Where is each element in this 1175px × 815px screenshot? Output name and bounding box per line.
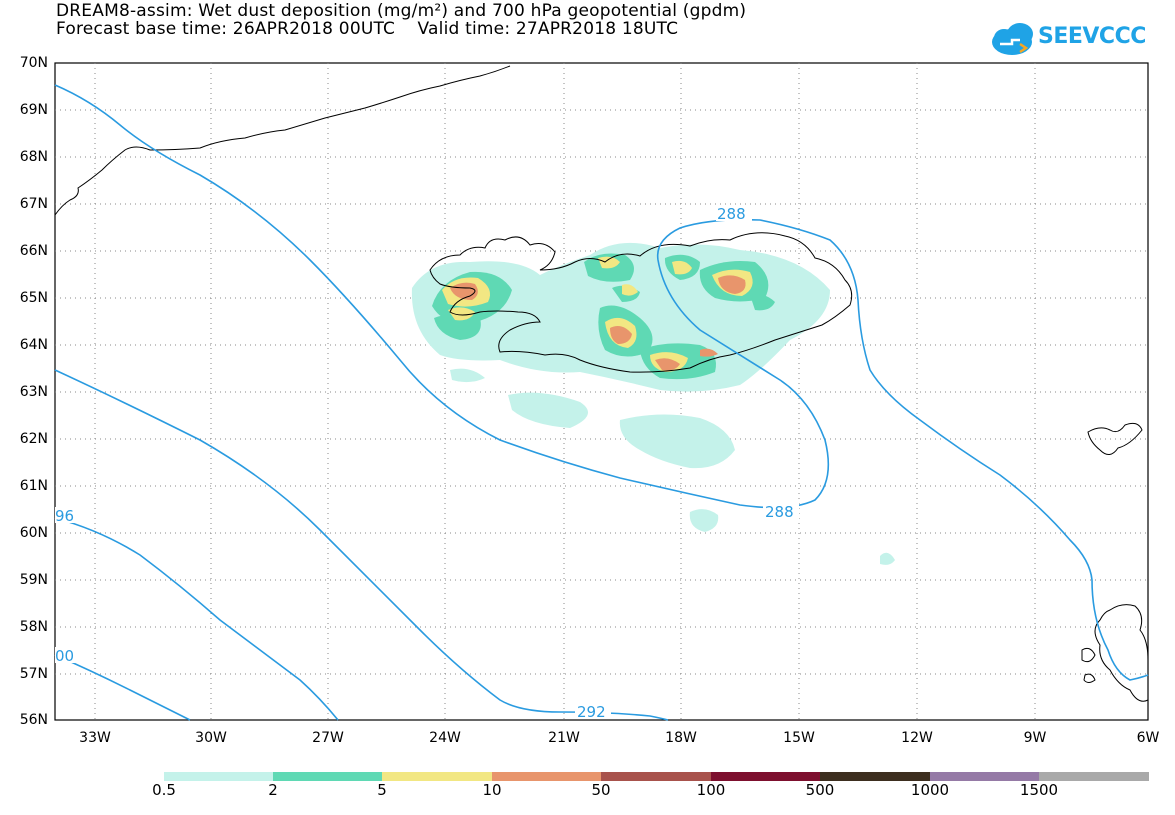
lat-label: 64N	[19, 337, 48, 353]
map-title-line1: DREAM8-assim: Wet dust deposition (mg/m²…	[56, 1, 747, 21]
lat-label: 66N	[19, 243, 48, 259]
lon-label: 33W	[79, 730, 111, 746]
colorbar-swatch	[164, 772, 273, 781]
logo-text: SEEVCCC	[1038, 24, 1146, 49]
colorbar-label: 0.5	[152, 781, 176, 799]
contour-label-288-top: 288	[717, 205, 746, 223]
lat-label: 63N	[19, 384, 48, 400]
colorbar-swatch	[820, 772, 930, 781]
lat-label: 57N	[19, 666, 48, 682]
lon-label: 18W	[665, 730, 697, 746]
geopotential-contours	[54, 84, 1149, 721]
lat-label: 60N	[19, 525, 48, 541]
lon-label: 9W	[1023, 730, 1047, 746]
colorbar-label: 2	[268, 781, 278, 799]
graticule	[55, 63, 1148, 720]
lat-label: 68N	[19, 149, 48, 165]
colorbar-swatch	[492, 772, 601, 781]
lat-label: 67N	[19, 196, 48, 212]
dust-deposition-field	[411, 242, 895, 565]
seevccc-logo	[992, 23, 1033, 55]
colorbar-swatch	[711, 772, 820, 781]
lon-label: 27W	[312, 730, 344, 746]
contour-label-292: 292	[577, 703, 606, 721]
lon-label: 6W	[1136, 730, 1160, 746]
lat-label: 61N	[19, 478, 48, 494]
lat-label: 69N	[19, 102, 48, 118]
colorbar-label: 50	[591, 781, 611, 799]
lon-label: 12W	[901, 730, 933, 746]
lat-label: 65N	[19, 290, 48, 306]
contour-label-296: 96	[55, 507, 75, 525]
lat-label: 62N	[19, 431, 48, 447]
lat-label: 56N	[19, 712, 48, 728]
cloud-icon	[992, 23, 1033, 55]
colorbar-label: 5	[377, 781, 387, 799]
colorbar-label: 100	[696, 781, 726, 799]
colorbar-swatch	[930, 772, 1039, 781]
colorbar-swatch	[382, 772, 492, 781]
colorbar-label: 10	[482, 781, 502, 799]
lon-label: 24W	[429, 730, 461, 746]
lon-label: 21W	[548, 730, 580, 746]
colorbar-swatch	[273, 772, 382, 781]
colorbar-label: 1000	[910, 781, 950, 799]
coastlines	[54, 65, 1149, 702]
lon-label: 15W	[783, 730, 815, 746]
contour-label-300: 00	[55, 647, 75, 665]
contour-label-288-bottom: 288	[765, 503, 794, 521]
map-title-line2: Forecast base time: 26APR2018 00UTC Vali…	[56, 19, 679, 39]
lat-label: 59N	[19, 572, 48, 588]
contour-labels	[55, 205, 799, 719]
lat-label: 70N	[19, 55, 48, 71]
colorbar-swatch	[1039, 772, 1149, 781]
lon-label: 30W	[195, 730, 227, 746]
lat-label: 58N	[19, 619, 48, 635]
colorbar-label: 500	[805, 781, 835, 799]
colorbar-swatch	[601, 772, 711, 781]
colorbar-label: 1500	[1019, 781, 1059, 799]
